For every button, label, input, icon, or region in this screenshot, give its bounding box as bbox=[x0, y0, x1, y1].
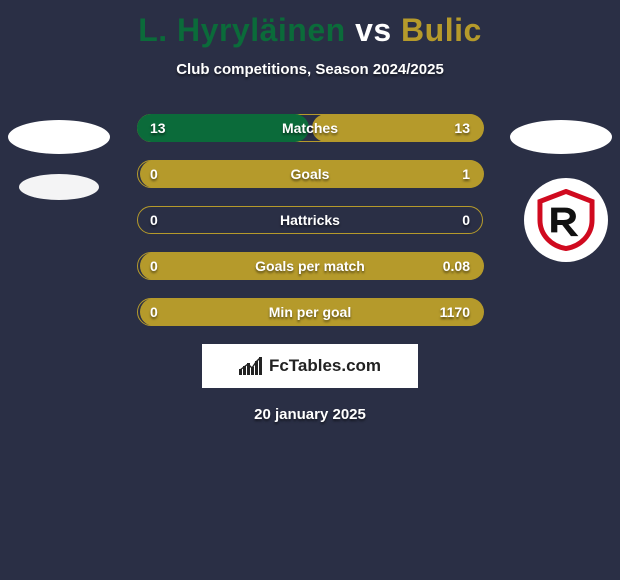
stat-row: 0 1 Goals bbox=[137, 160, 483, 188]
stat-value-left: 0 bbox=[150, 304, 158, 320]
ellipse-shape bbox=[510, 120, 612, 154]
stat-label: Min per goal bbox=[269, 304, 351, 320]
player1-club-badge bbox=[8, 120, 110, 200]
stat-label: Hattricks bbox=[280, 212, 340, 228]
watermark-text: FcTables.com bbox=[269, 356, 381, 376]
jahn-regensburg-icon bbox=[535, 189, 597, 251]
watermark-box: FcTables.com bbox=[202, 344, 418, 388]
subtitle: Club competitions, Season 2024/2025 bbox=[0, 61, 620, 78]
vs-word: vs bbox=[355, 12, 392, 48]
stat-value-left: 13 bbox=[150, 120, 166, 136]
stat-value-left: 0 bbox=[150, 166, 158, 182]
ellipse-shape bbox=[19, 174, 99, 200]
snapshot-date: 20 january 2025 bbox=[0, 406, 620, 423]
stat-label: Goals per match bbox=[255, 258, 365, 274]
stat-label: Goals bbox=[291, 166, 330, 182]
stat-value-left: 0 bbox=[150, 212, 158, 228]
stat-row: 0 1170 Min per goal bbox=[137, 298, 483, 326]
stat-value-right: 0 bbox=[462, 212, 470, 228]
stat-row: 0 0.08 Goals per match bbox=[137, 252, 483, 280]
player2-club-logo bbox=[524, 178, 608, 262]
stat-value-left: 0 bbox=[150, 258, 158, 274]
player2-name: Bulic bbox=[401, 12, 482, 48]
comparison-title: L. Hyryläinen vs Bulic bbox=[0, 0, 620, 49]
stat-value-right: 1 bbox=[462, 166, 470, 182]
bar-chart-icon bbox=[239, 357, 263, 375]
player1-name: L. Hyryläinen bbox=[138, 12, 345, 48]
ellipse-shape bbox=[8, 120, 110, 154]
stat-row: 0 0 Hattricks bbox=[137, 206, 483, 234]
stat-label: Matches bbox=[282, 120, 338, 136]
stat-value-right: 13 bbox=[454, 120, 470, 136]
player2-badge-placeholder bbox=[510, 120, 612, 154]
stat-value-right: 1170 bbox=[440, 304, 470, 320]
stat-value-right: 0.08 bbox=[443, 258, 470, 274]
stat-row: 13 13 Matches bbox=[137, 114, 483, 142]
